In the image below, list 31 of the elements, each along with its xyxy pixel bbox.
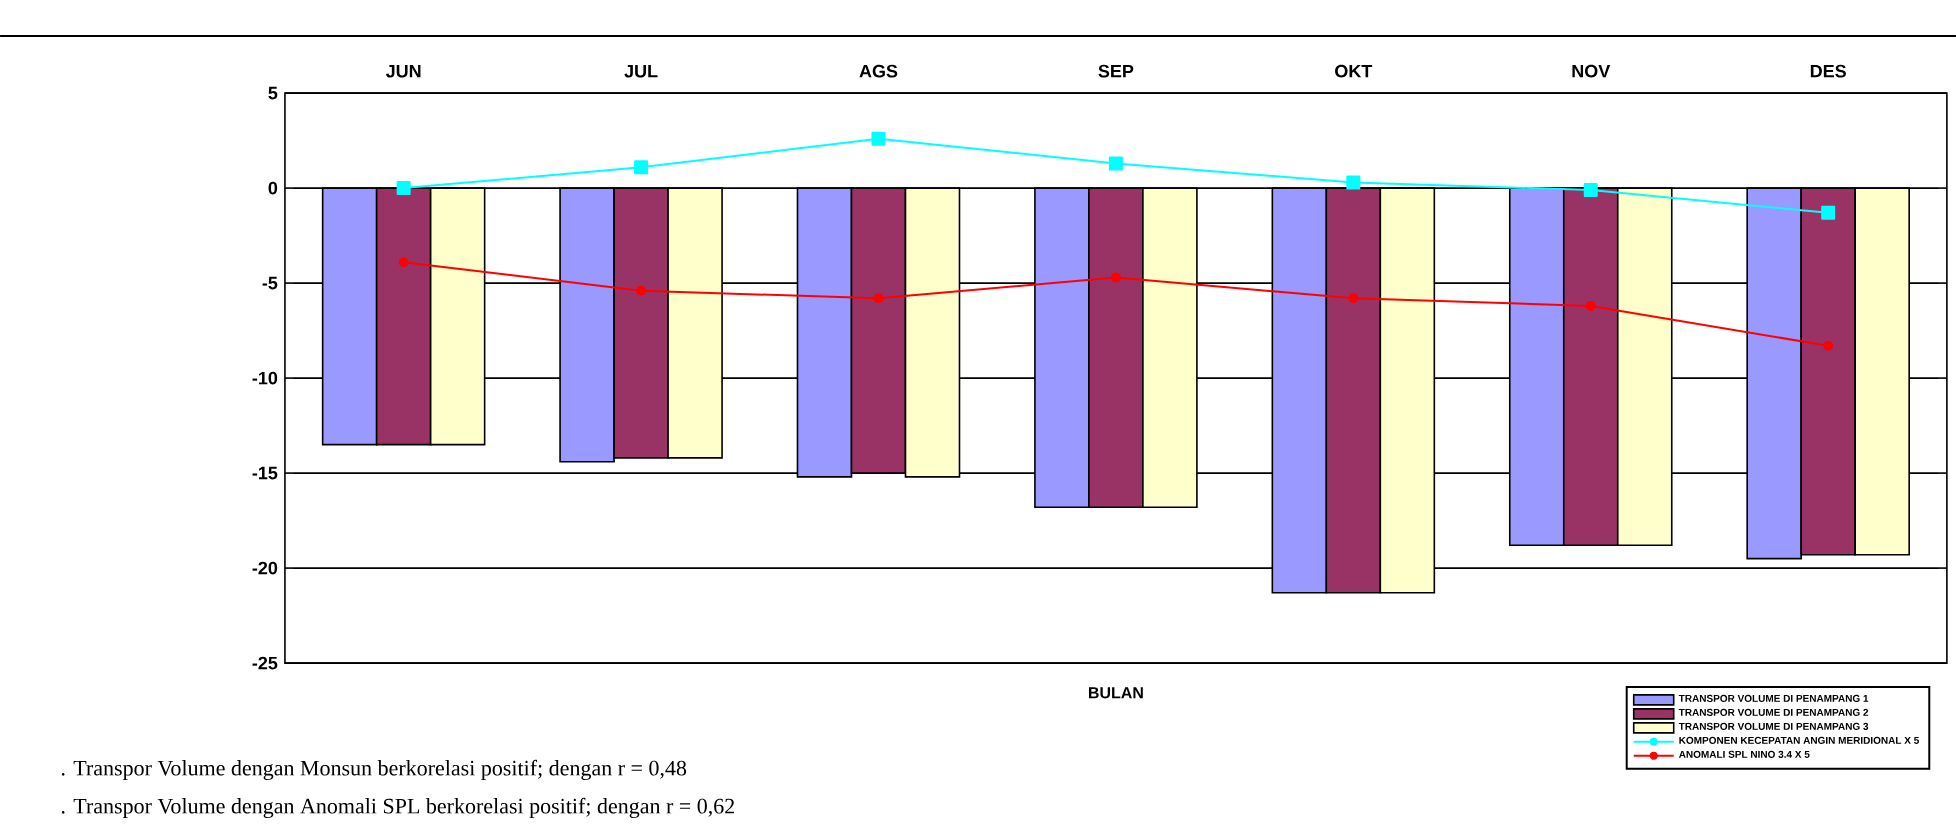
y-tick-label: 5 (268, 86, 278, 100)
point (396, 181, 411, 196)
y-tick-label: -10 (252, 371, 278, 385)
y-tick-label: -5 (262, 276, 278, 290)
text: . Transpor Volume dengan Monsun berkorelasi positif; dengan r = 0,48 (61, 759, 687, 781)
point (1583, 182, 1598, 197)
x-axis-title: BULAN (1088, 687, 1143, 699)
point (636, 285, 647, 296)
y-tick-label: -15 (252, 466, 278, 480)
y-tick-label: -20 (252, 561, 278, 575)
x-tick-label: JUN (385, 64, 421, 78)
point (1348, 293, 1359, 304)
point (1821, 205, 1836, 220)
x-tick-label: NOV (1572, 64, 1611, 78)
point (1823, 340, 1834, 351)
point (871, 131, 886, 146)
point (398, 257, 409, 268)
x-tick-label: JUL (624, 64, 658, 78)
y-tick-label: 0 (268, 181, 278, 195)
y-tick-label: -25 (252, 656, 278, 670)
x-tick-label: OKT (1335, 64, 1373, 78)
x-tick-label: AGS (859, 64, 898, 78)
point (1108, 156, 1123, 171)
x-tick-label: SEP (1098, 64, 1134, 78)
text: . Transpor Volume dengan Anomali SPL berkorelasi positif; dengan r = 0,62 (61, 797, 735, 819)
point (1585, 300, 1596, 311)
point (634, 160, 649, 175)
point (873, 293, 884, 304)
point (1110, 272, 1121, 283)
x-tick-label: DES (1810, 64, 1846, 78)
point (1346, 175, 1361, 190)
